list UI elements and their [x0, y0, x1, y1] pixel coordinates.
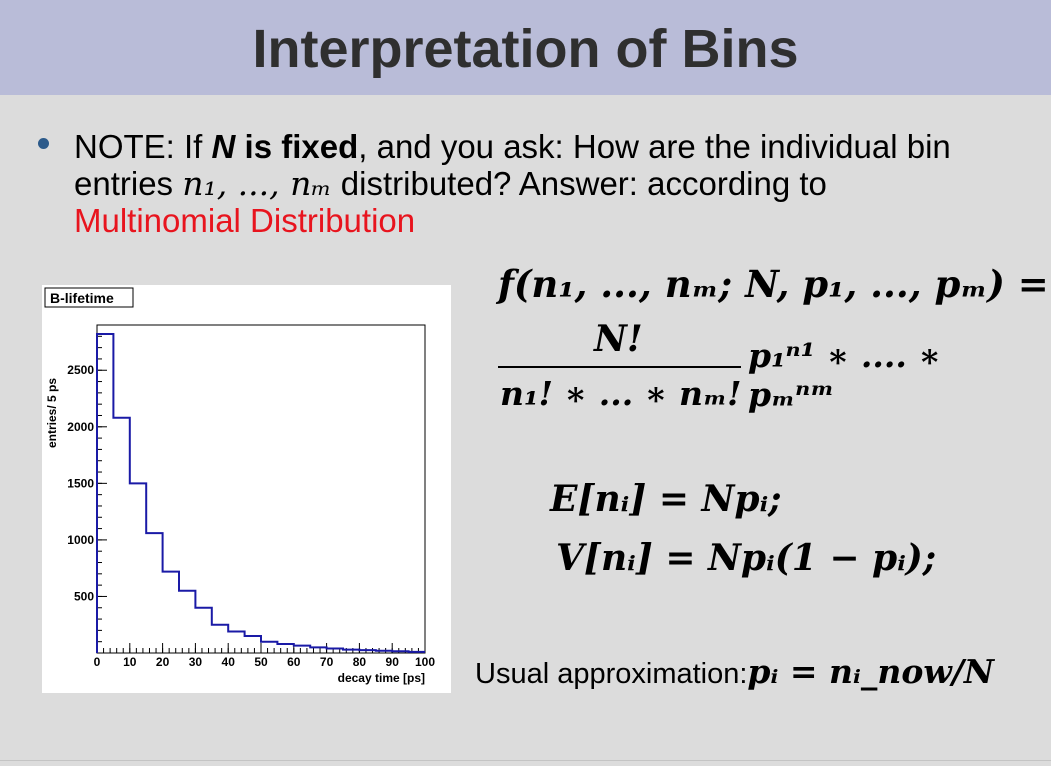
note-middle: , and you ask: How are the individual bi…	[74, 128, 951, 202]
note-is-fixed: is fixed	[235, 128, 359, 165]
bin-entries-formula: n₁, ..., nₘ	[182, 164, 332, 203]
x-tick-label: 60	[287, 655, 301, 669]
b-lifetime-histogram: 0 10 20 30 40 50 60 70 80 90 100 500 1000 1500 2000 250…	[42, 285, 451, 693]
x-tick-label: 90	[386, 655, 400, 669]
x-tick-label: 80	[353, 655, 367, 669]
y-tick-label: 500	[74, 589, 94, 603]
x-tick-label: 30	[189, 655, 203, 669]
fraction-denominator: n₁! ∗ ... ∗ nₘ!	[500, 374, 742, 413]
y-tick-label: 2000	[67, 420, 94, 434]
fraction-numerator: N!	[594, 318, 643, 360]
approximation: Usual approximation:pᵢ = nᵢ_now/N	[475, 652, 994, 691]
plot-frame	[96, 324, 426, 654]
approximation-formula: pᵢ = nᵢ_now/N	[747, 652, 995, 691]
note-paragraph: NOTE: If N is fixed, and you ask: How ar…	[38, 128, 1028, 239]
variance-formula: V[nᵢ] = Npᵢ(1 − pᵢ);	[556, 537, 937, 579]
fraction-line	[498, 366, 741, 368]
x-axis-label: decay time [ps]	[338, 671, 425, 685]
histogram-line	[96, 333, 425, 653]
note-prefix: NOTE: If	[74, 128, 212, 165]
expectation-formula: E[nᵢ] = Npᵢ;	[550, 478, 782, 520]
chart-title-box	[44, 287, 134, 308]
note-text: NOTE: If N is fixed, and you ask: How ar…	[74, 128, 1028, 239]
histogram-svg: 0 10 20 30 40 50 60 70 80 90 100 500 1000 1500 2000 250…	[44, 287, 435, 685]
y-axis-label: entries/ 5 ps	[45, 378, 59, 448]
y-tick-label: 2500	[67, 363, 94, 377]
approximation-label: Usual approximation:	[475, 658, 748, 690]
bullet-icon	[38, 138, 49, 149]
fraction-probability-terms: p₁ⁿ¹ ∗ .... ∗ pₘⁿᵐ	[748, 336, 942, 414]
multinomial-fraction: N! n₁! ∗ ... ∗ nₘ! p₁ⁿ¹ ∗ .... ∗ pₘⁿᵐ	[498, 318, 1018, 418]
y-tick-label: 1000	[67, 533, 94, 547]
x-tick-label: 0	[94, 655, 101, 669]
bottom-divider	[0, 760, 1051, 761]
multinomial-formula-lhs: f(n₁, ..., nₘ; N, p₁, ..., pₘ) =	[498, 262, 1049, 306]
y-tick-label: 1500	[67, 476, 94, 490]
x-tick-label: 100	[415, 655, 435, 669]
chart-title: B-lifetime	[50, 290, 114, 306]
note-suffix: distributed? Answer: according to	[331, 165, 827, 202]
x-tick-label: 70	[320, 655, 334, 669]
x-tick-label: 50	[254, 655, 268, 669]
multinomial-distribution-link[interactable]: Multinomial Distribution	[74, 202, 416, 239]
x-tick-label: 20	[156, 655, 170, 669]
x-tick-label: 40	[222, 655, 236, 669]
title-bar: Interpretation of Bins	[0, 0, 1051, 95]
slide-title: Interpretation of Bins	[252, 19, 799, 79]
note-n: N	[211, 128, 236, 165]
x-tick-label: 10	[123, 655, 137, 669]
